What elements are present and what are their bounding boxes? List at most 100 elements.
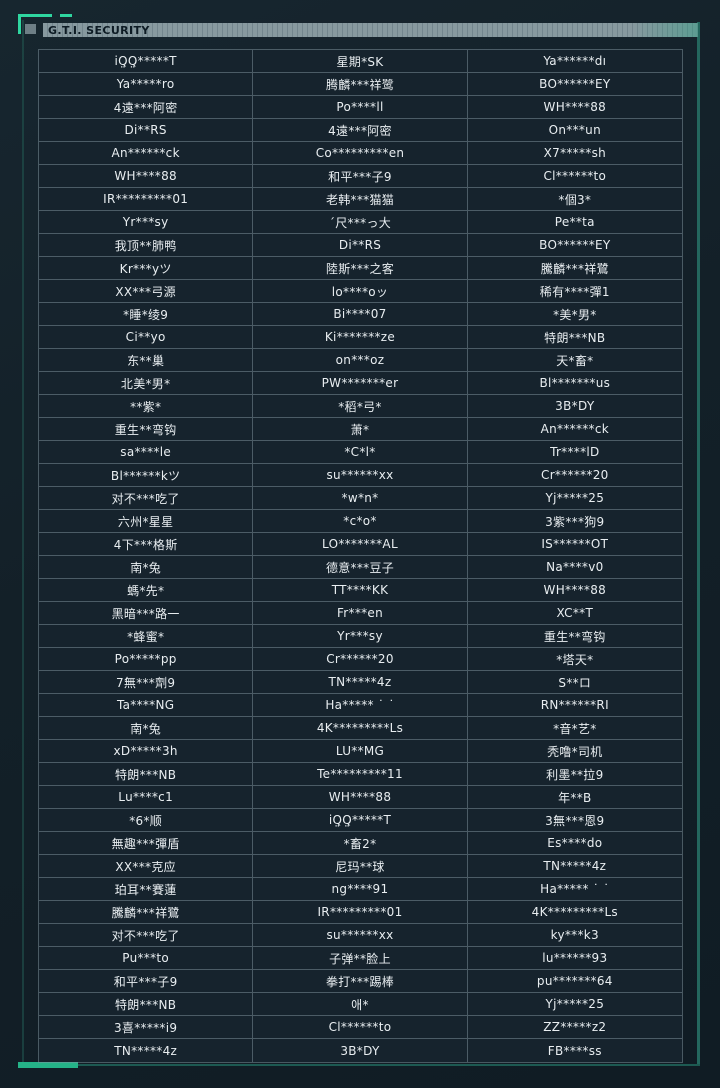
player-cell: TN*****4z: [253, 671, 468, 694]
table-row: 对不***吃了 su******xx ky***k3: [39, 924, 682, 947]
table-row: Yr***sy ´尺***っ大 Pe**ta: [39, 211, 682, 234]
frame-corner-accent: [18, 14, 52, 17]
player-cell: 我顶**肺鸭: [39, 234, 254, 257]
table-row: Po*****pp Cr******20 *塔天*: [39, 648, 682, 671]
player-cell: Bl******kツ: [39, 464, 254, 487]
player-cell: iQ̤Q̤*****T: [253, 809, 468, 832]
table-row: 4下***格斯 LO*******AL IS******OT: [39, 533, 682, 556]
player-cell: 3B*DY: [253, 1039, 468, 1062]
player-cell: *C*l*: [253, 441, 468, 464]
player-cell: *個3*: [467, 188, 682, 211]
player-cell: 东**巢: [39, 349, 254, 372]
player-cell: Ci**yo: [39, 326, 254, 349]
player-cell: Yj*****25: [467, 993, 682, 1016]
table-row: *睡*绫9 Bi****07 *美*男*: [39, 303, 682, 326]
player-table: iQ̤Q̤*****T 星期*SK Ya******dı Ya*****ro 腾麟***…: [38, 49, 683, 1063]
player-cell: FB****ss: [467, 1039, 682, 1062]
player-cell: XC**T: [467, 602, 682, 625]
player-cell: Ya*****ro: [39, 73, 254, 96]
player-cell: Kr***yツ: [39, 257, 254, 280]
player-cell: ZZ*****z2: [467, 1016, 682, 1039]
player-cell: Ya******dı: [467, 50, 682, 73]
player-cell: *美*男*: [467, 303, 682, 326]
player-cell: Ta****NG: [39, 694, 254, 717]
player-cell: 拳打***踢棒: [253, 970, 468, 993]
player-cell: **紫*: [39, 395, 254, 418]
player-cell: Es****do: [467, 832, 682, 855]
player-cell: IR*********01: [39, 188, 254, 211]
player-cell: WH****88: [467, 96, 682, 119]
frame-bottom-accent: [18, 1062, 78, 1068]
player-cell: 秃噜*司机: [467, 740, 682, 763]
player-cell: 珀耳**賽蓮: [39, 878, 254, 901]
player-cell: Cl******to: [467, 165, 682, 188]
table-row: 东**巢 on***oz 天*畜*: [39, 349, 682, 372]
player-cell: LO*******AL: [253, 533, 468, 556]
table-row: xD*****3h LU**MG 秃噜*司机: [39, 740, 682, 763]
player-cell: 騰麟***祥鷺: [39, 901, 254, 924]
player-cell: Ki*******ze: [253, 326, 468, 349]
player-cell: 4K*********Ls: [467, 901, 682, 924]
player-cell: PW*******er: [253, 372, 468, 395]
player-cell: 特朗***NB: [39, 763, 254, 786]
player-cell: *c*o*: [253, 510, 468, 533]
player-cell: Bl*******us: [467, 372, 682, 395]
table-row: *6*顺 iQ̤Q̤*****T 3無***恩9: [39, 809, 682, 832]
player-cell: 重生**弯钩: [39, 418, 254, 441]
player-cell: 稀有****彈1: [467, 280, 682, 303]
player-cell: 对不***吃了: [39, 487, 254, 510]
player-cell: 南*兔: [39, 556, 254, 579]
player-cell: Co*********en: [253, 142, 468, 165]
player-cell: WH****88: [467, 579, 682, 602]
player-cell: Cr******20: [253, 648, 468, 671]
header-bar: G.T.I. SECURITY: [43, 23, 698, 37]
player-cell: lu******93: [467, 947, 682, 970]
player-cell: 北美*男*: [39, 372, 254, 395]
player-cell: ´尺***っ大: [253, 211, 468, 234]
player-cell: su******xx: [253, 924, 468, 947]
table-row: An******ck Co*********en X7*****sh: [39, 142, 682, 165]
player-cell: TN*****4z: [467, 855, 682, 878]
player-cell: 德意***豆子: [253, 556, 468, 579]
player-cell: *6*顺: [39, 809, 254, 832]
player-cell: Cr******20: [467, 464, 682, 487]
table-row: XX***克应 尼玛**球 TN*****4z: [39, 855, 682, 878]
player-cell: 4K*********Ls: [253, 717, 468, 740]
table-row: 我顶**肺鸭 Di**RS BO******EY: [39, 234, 682, 257]
player-cell: Tr****lD: [467, 441, 682, 464]
player-cell: 腾麟***祥鹭: [253, 73, 468, 96]
player-cell: Na****v0: [467, 556, 682, 579]
player-cell: Yj*****25: [467, 487, 682, 510]
player-cell: *睡*绫9: [39, 303, 254, 326]
table-row: Ta****NG Ha***** ˙ ˙ RN******RI: [39, 694, 682, 717]
player-cell: 애*: [253, 993, 468, 1016]
player-cell: 老韩***猫猫: [253, 188, 468, 211]
player-cell: BO******EY: [467, 234, 682, 257]
table-row: 南*兔 4K*********Ls *音*艺*: [39, 717, 682, 740]
table-row: 3喜*****i9 Cl******to ZZ*****z2: [39, 1016, 682, 1039]
player-cell: Yr***sy: [39, 211, 254, 234]
frame-bottom-border: [22, 1064, 700, 1066]
table-row: 珀耳**賽蓮 ng****91 Ha***** ˙ ˙: [39, 878, 682, 901]
player-cell: Pe**ta: [467, 211, 682, 234]
player-cell: 特朗***NB: [467, 326, 682, 349]
table-row: Bl******kツ su******xx Cr******20: [39, 464, 682, 487]
table-row: iQ̤Q̤*****T 星期*SK Ya******dı: [39, 50, 682, 73]
player-cell: 3無***恩9: [467, 809, 682, 832]
player-cell: 4下***格斯: [39, 533, 254, 556]
frame-right-border: [697, 22, 700, 1066]
player-cell: 7無***劑9: [39, 671, 254, 694]
player-cell: *w*n*: [253, 487, 468, 510]
player-cell: 天*畜*: [467, 349, 682, 372]
player-cell: 南*兔: [39, 717, 254, 740]
player-cell: 和平***子9: [253, 165, 468, 188]
player-cell: 4遠***阿密: [39, 96, 254, 119]
player-cell: 年**B: [467, 786, 682, 809]
player-cell: *蜂蜜*: [39, 625, 254, 648]
player-cell: WH****88: [39, 165, 254, 188]
player-cell: xD*****3h: [39, 740, 254, 763]
player-cell: XX***克应: [39, 855, 254, 878]
player-cell: lo****oッ: [253, 280, 468, 303]
player-cell: Pu***to: [39, 947, 254, 970]
